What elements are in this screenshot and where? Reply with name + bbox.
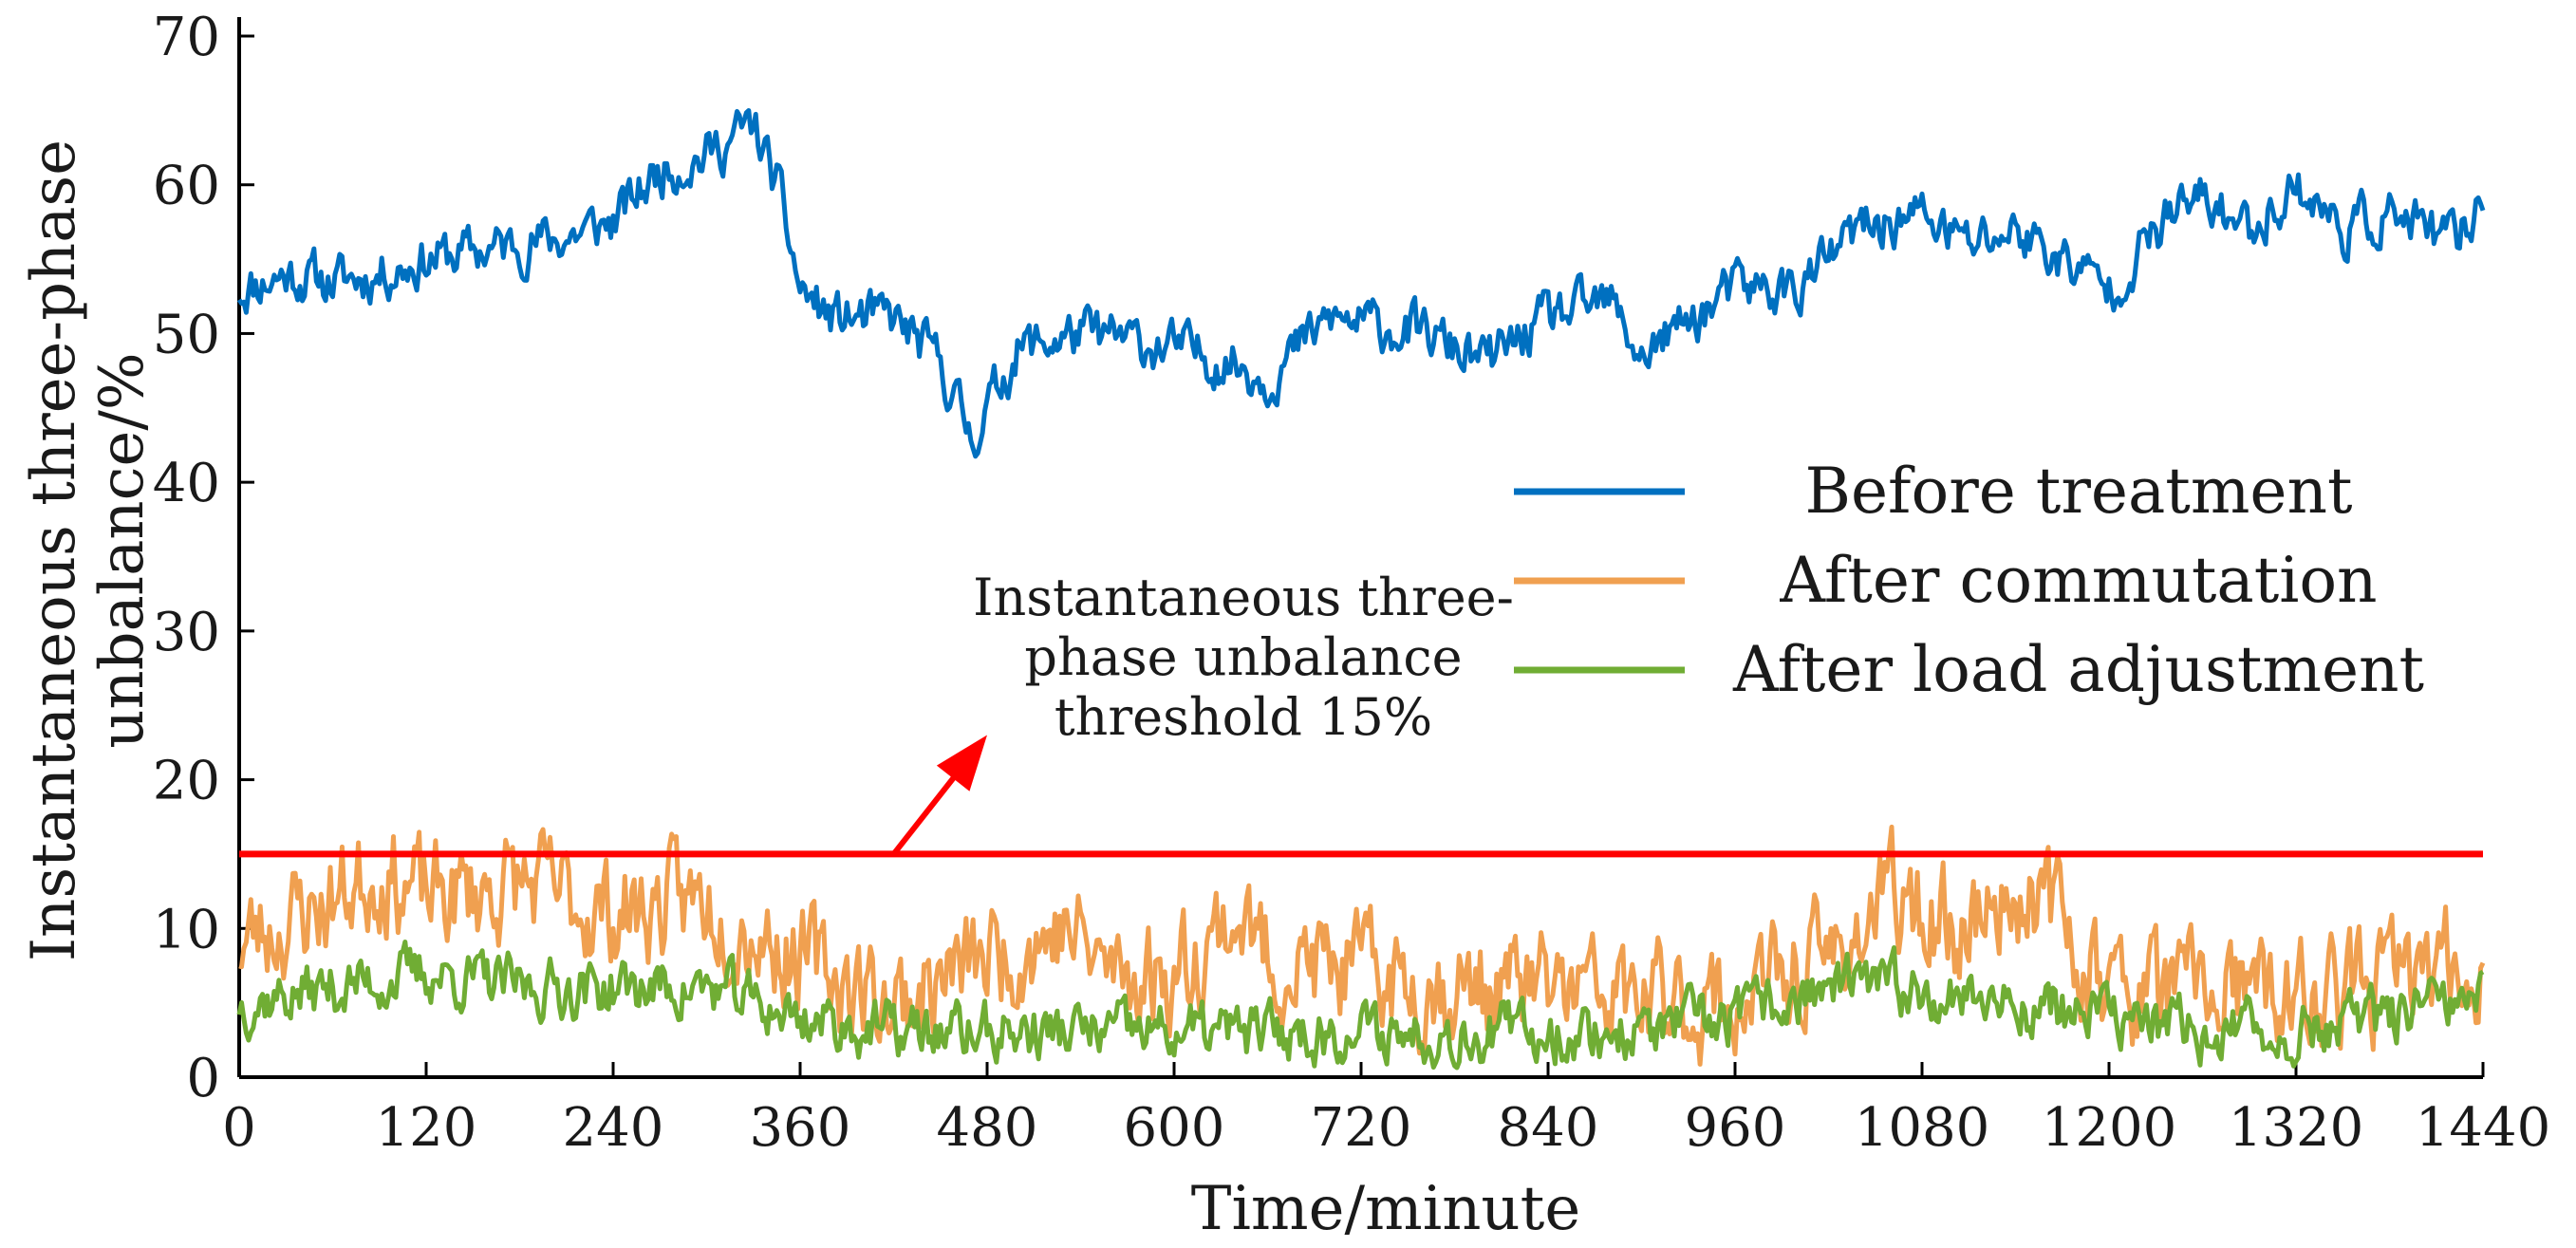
- x-tick-label: 1080: [1855, 1097, 1990, 1159]
- series-layer: [236, 108, 2486, 1071]
- x-tick-label: 840: [1498, 1097, 1599, 1159]
- threshold-label-line-1: Instantaneous three-: [973, 568, 1514, 627]
- x-tick-label: 120: [376, 1097, 477, 1159]
- threshold-annotation: Instantaneous three- phase unbalance thr…: [891, 568, 1514, 856]
- annotation-arrow-head: [936, 735, 987, 792]
- y-tick-label: 30: [153, 602, 220, 663]
- y-tick-label: 20: [153, 751, 220, 812]
- y-tick-label: 60: [153, 156, 220, 217]
- threshold-label-line-2: phase unbalance: [1024, 627, 1462, 687]
- legend: Before treatment After commutation After…: [1514, 455, 2424, 706]
- y-tick-label: 70: [153, 7, 220, 68]
- legend-label-after-load-adjustment: After load adjustment: [1732, 633, 2424, 706]
- x-tick-label: 720: [1311, 1097, 1412, 1159]
- y-axis-title-line-1: Instantaneous three-phase: [19, 140, 89, 961]
- x-tick-label: 1320: [2229, 1097, 2364, 1159]
- annotation-arrow-line: [891, 763, 966, 856]
- series-line-after-commutation: [238, 824, 2486, 1067]
- y-tick-label: 50: [153, 304, 220, 365]
- x-tick-label: 1440: [2416, 1097, 2551, 1159]
- x-tick-label: 240: [563, 1097, 664, 1159]
- axes: 0 120 240 360 480 600 720 840 960 1080 1200 1320 144…: [153, 7, 2551, 1159]
- x-tick-label: 360: [750, 1097, 851, 1159]
- y-tick-label: 40: [153, 453, 220, 514]
- x-tick-label: 480: [937, 1097, 1038, 1159]
- x-tick-label: 600: [1124, 1097, 1225, 1159]
- x-tick-label: 0: [222, 1097, 256, 1159]
- y-tick-label: 0: [186, 1048, 220, 1109]
- series-line-before-treatment: [236, 108, 2486, 459]
- threshold-label-line-3: threshold 15%: [1055, 687, 1432, 747]
- y-ticks: 0 10 20 30 40 50 60 70: [153, 7, 254, 1109]
- x-axis-title: Time/minute: [1191, 1174, 1580, 1244]
- legend-label-before-treatment: Before treatment: [1805, 455, 2353, 528]
- x-tick-label: 960: [1685, 1097, 1786, 1159]
- series-line-after-load-adjustment: [236, 940, 2485, 1071]
- legend-label-after-commutation: After commutation: [1779, 544, 2377, 617]
- x-ticks: 0 120 240 360 480 600 720 840 960 1080 1200 1320 144…: [222, 1062, 2550, 1159]
- y-tick-label: 10: [153, 899, 220, 960]
- x-tick-label: 1200: [2042, 1097, 2177, 1159]
- y-axis-title-line-2: unbalance/%: [87, 352, 158, 749]
